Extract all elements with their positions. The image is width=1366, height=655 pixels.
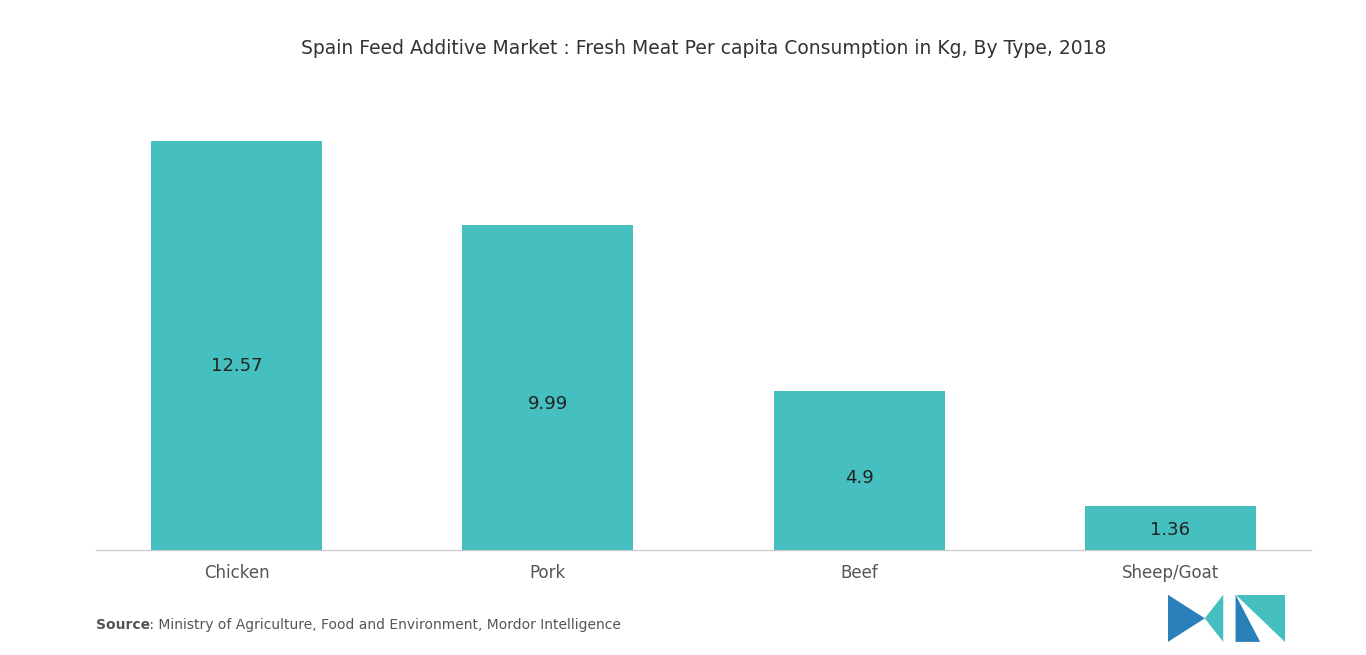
Text: : Ministry of Agriculture, Food and Environment, Mordor Intelligence: : Ministry of Agriculture, Food and Envi…	[145, 618, 620, 632]
Text: 12.57: 12.57	[210, 357, 262, 375]
Text: 4.9: 4.9	[844, 470, 873, 487]
Title: Spain Feed Additive Market : Fresh Meat Per capita Consumption in Kg, By Type, 2: Spain Feed Additive Market : Fresh Meat …	[301, 39, 1106, 58]
Polygon shape	[1236, 595, 1259, 642]
Text: 1.36: 1.36	[1150, 521, 1191, 539]
Bar	[150, 141, 322, 550]
Polygon shape	[1205, 595, 1224, 642]
Bar	[1085, 506, 1257, 550]
Bar	[462, 225, 634, 550]
Text: Source: Source	[96, 618, 150, 632]
Text: 9.99: 9.99	[527, 395, 568, 413]
Polygon shape	[1168, 595, 1205, 642]
Bar	[773, 391, 945, 550]
Polygon shape	[1236, 595, 1284, 642]
